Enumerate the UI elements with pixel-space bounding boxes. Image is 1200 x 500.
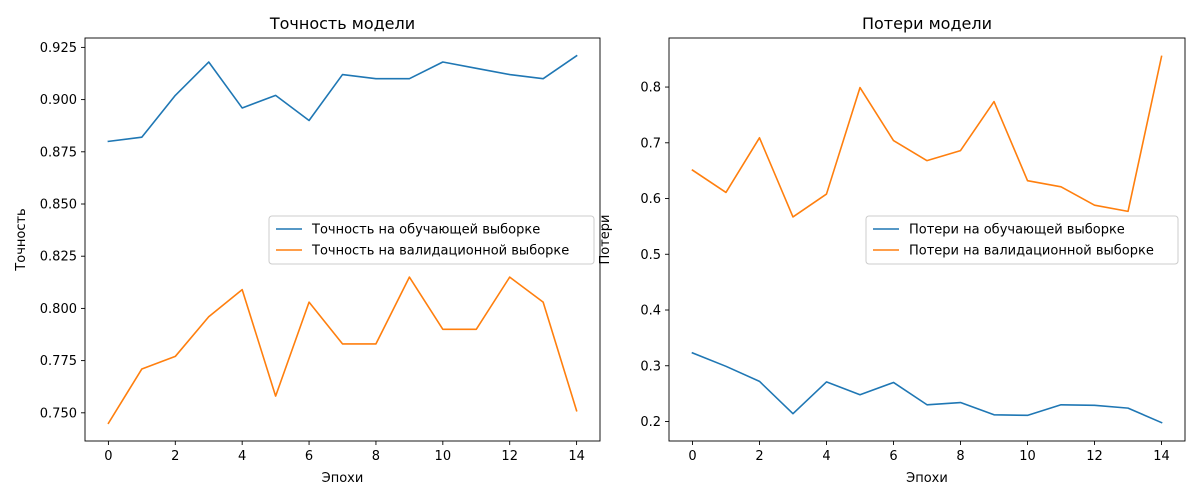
x-tick-label: 4 [238, 449, 246, 464]
legend: Потери на обучающей выборке Потери на вал… [865, 215, 1179, 265]
x-axis-label: Эпохи [322, 471, 364, 486]
x-tick-label: 10 [1019, 449, 1036, 464]
y-tick-label: 0.900 [40, 93, 77, 108]
x-tick-label: 14 [568, 449, 585, 464]
x-tick-label: 6 [889, 449, 897, 464]
validation-accuracy-legend-label: Точность на валидационной выборке [311, 244, 569, 259]
y-tick-label: 0.6 [640, 192, 661, 207]
legend-box [865, 215, 1179, 265]
y-tick-label: 0.2 [640, 415, 661, 430]
y-tick-label: 0.775 [40, 354, 77, 369]
train-loss-legend-label: Потери на обучающей выборке [909, 223, 1125, 238]
legend: Точность на обучающей выборке Точность на… [268, 215, 595, 265]
x-tick-label: 14 [1153, 449, 1170, 464]
y-tick-label: 0.5 [640, 248, 661, 263]
chart-title: Точность модели [269, 14, 415, 33]
x-axis-label: Эпохи [906, 471, 948, 486]
x-tick-label: 2 [755, 449, 763, 464]
train-accuracy-legend-label: Точность на обучающей выборке [311, 223, 540, 238]
x-tick-label: 2 [171, 449, 179, 464]
y-tick-label: 0.875 [40, 145, 77, 160]
train-accuracy-line [107, 54, 578, 143]
plot-frame [84, 37, 601, 442]
y-axis-label: Точность [14, 208, 29, 271]
y-axis-label: Потери [598, 214, 613, 264]
y-tick-label: 0.925 [40, 41, 77, 56]
x-tick-label: 8 [956, 449, 964, 464]
loss-chart: 0 2 4 6 8 10 12 14 0.2 0.3 0.4 0.5 0.6 0.7 0.8 Потери м… [598, 14, 1186, 486]
y-tick-label: 0.4 [640, 304, 661, 319]
legend-box [268, 215, 595, 265]
y-tick-label: 0.800 [40, 302, 77, 317]
validation-accuracy-line [107, 276, 578, 425]
x-tick-label: 4 [822, 449, 830, 464]
x-tick-label: 0 [688, 449, 696, 464]
accuracy-chart: 0 2 4 6 8 10 12 14 0.750 0.775 0.800 0.825 0.850 0.87… [14, 14, 601, 486]
y-tick-label: 0.3 [640, 359, 661, 374]
y-tick-label: 0.8 [640, 81, 661, 96]
validation-loss-line [691, 55, 1163, 218]
x-tick-label: 12 [1086, 449, 1103, 464]
x-tick-label: 12 [501, 449, 518, 464]
y-tick-label: 0.825 [40, 250, 77, 265]
train-loss-line [691, 351, 1163, 424]
chart-title: Потери модели [862, 14, 992, 33]
y-tick-label: 0.750 [40, 406, 77, 421]
x-tick-label: 6 [305, 449, 313, 464]
x-tick-label: 8 [372, 449, 380, 464]
plot-frame [668, 37, 1186, 442]
y-tick-label: 0.850 [40, 198, 77, 213]
x-tick-label: 10 [435, 449, 452, 464]
y-tick-label: 0.7 [640, 136, 661, 151]
validation-loss-legend-label: Потери на валидационной выборке [909, 244, 1154, 259]
x-tick-label: 0 [104, 449, 112, 464]
